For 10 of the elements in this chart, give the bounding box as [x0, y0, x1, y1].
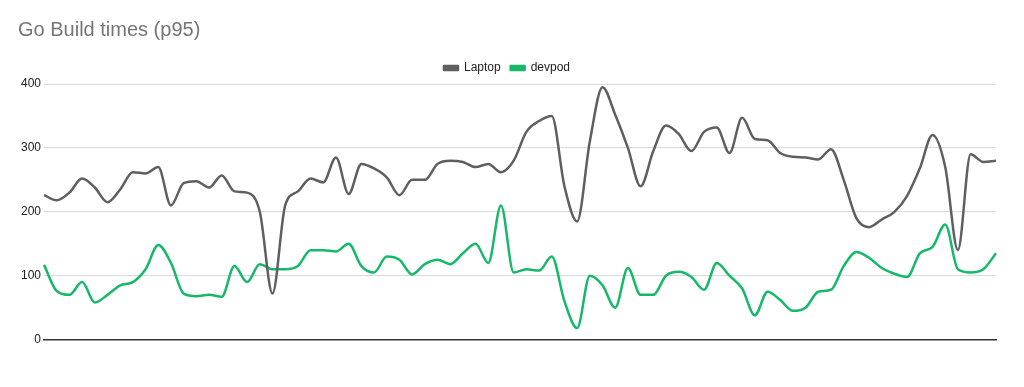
y-tick-label: 200 — [20, 204, 42, 219]
legend-label: Laptop — [463, 60, 501, 75]
y-tick-label: 100 — [20, 268, 42, 283]
y-tick-label: 400 — [20, 76, 42, 91]
y-tick-label: 0 — [34, 331, 42, 346]
chart-title: Go Build times (p95) — [18, 17, 201, 40]
line-series — [42, 85, 998, 295]
y-tick-label: 300 — [20, 140, 42, 155]
line-series — [42, 204, 998, 330]
legend-label: devpod — [530, 60, 571, 75]
